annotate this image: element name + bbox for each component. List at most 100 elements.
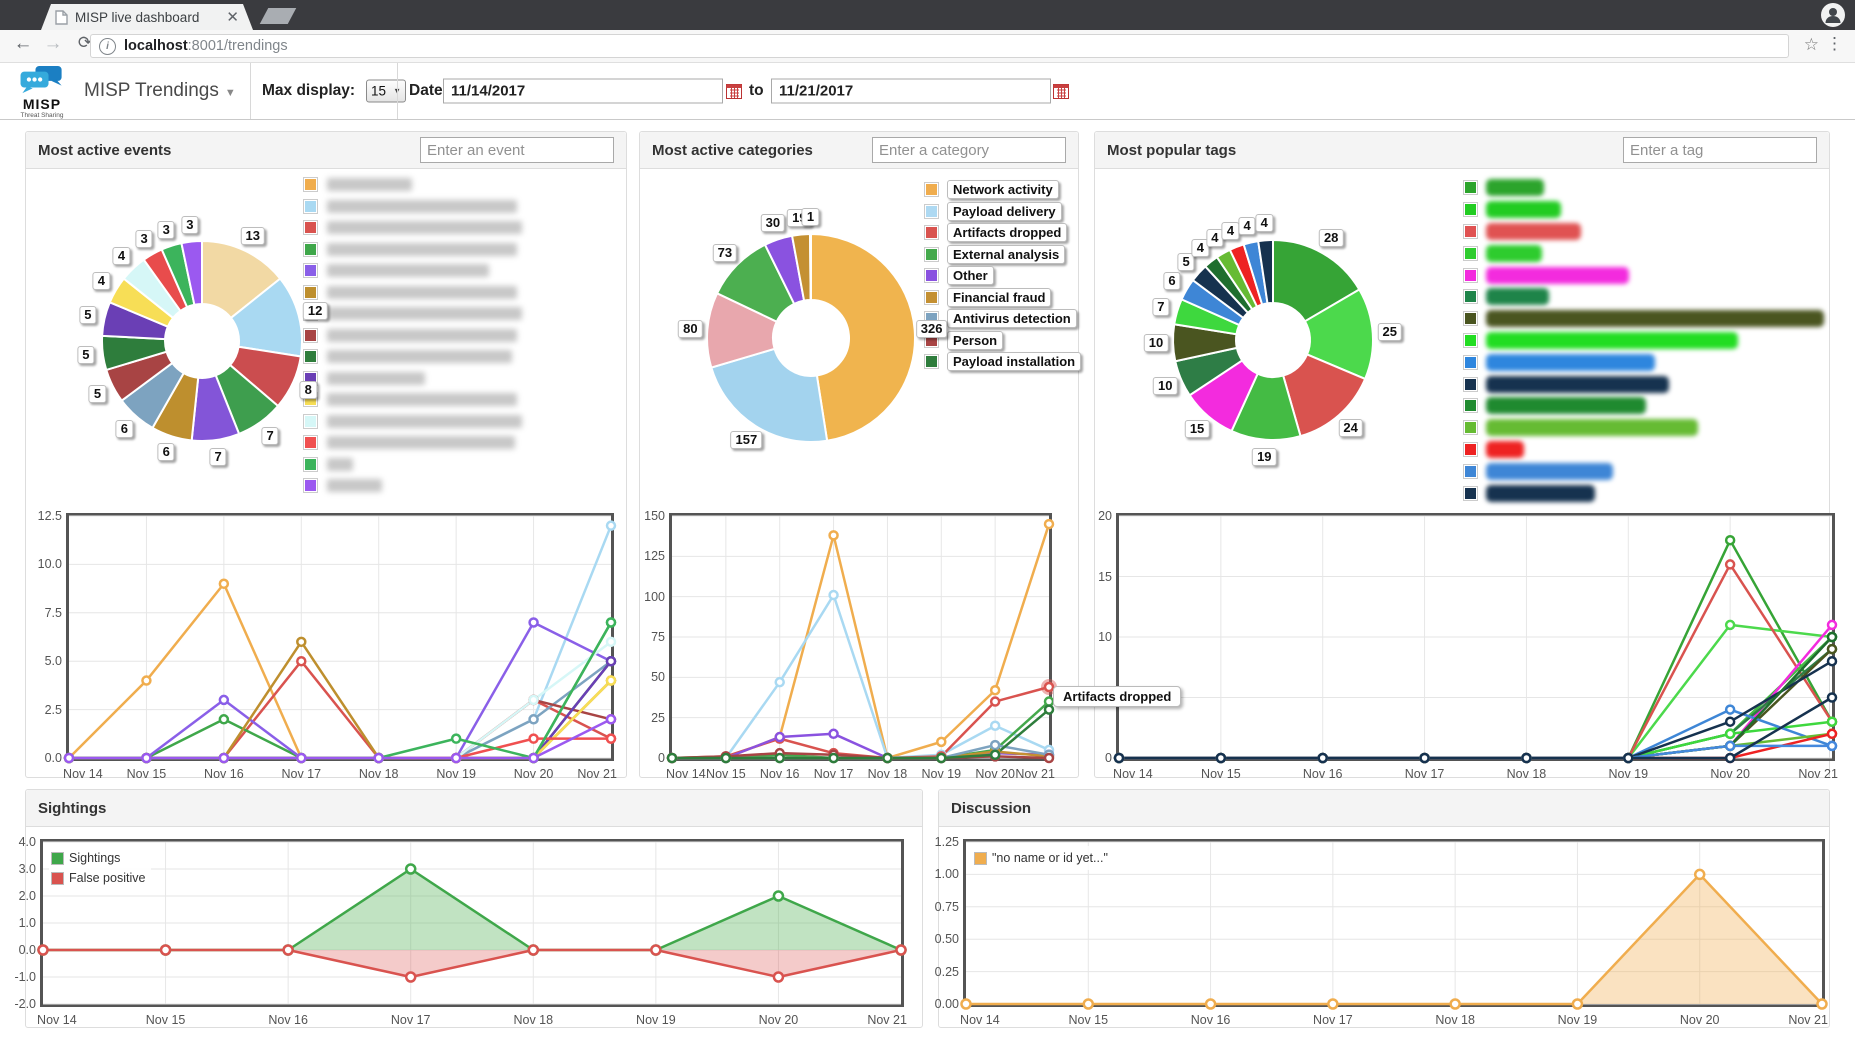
legend-swatch-color (926, 205, 937, 217)
series-line (68, 582, 612, 760)
data-point (989, 739, 1001, 751)
data-point (1826, 740, 1838, 752)
tag-filter-input[interactable] (1623, 137, 1817, 163)
categories_chart-svg (666, 515, 1057, 764)
y-axis-tick-label: 0 (658, 751, 665, 765)
legend-swatch-color (305, 394, 316, 406)
back-icon[interactable]: ← (13, 33, 33, 54)
legend-swatch (1463, 398, 1478, 414)
date-to-input[interactable] (771, 78, 1051, 104)
category-filter-input[interactable] (872, 137, 1066, 163)
calendar-icon[interactable] (726, 83, 742, 99)
browser-menu-icon[interactable]: ⋮ (1826, 34, 1843, 53)
pie-slice-label: 4 (1206, 229, 1224, 248)
panel-header: Sightings (26, 790, 922, 827)
x-axis-tick-label: Nov 17 (1313, 1013, 1353, 1027)
event-filter-input[interactable] (420, 137, 614, 163)
legend-swatch-color (305, 243, 316, 255)
legend-item: Other (924, 265, 1081, 287)
person-icon (1825, 8, 1841, 23)
panel-title: Sightings (38, 799, 107, 817)
redacted-text (327, 285, 517, 299)
donut-slice[interactable] (710, 347, 829, 443)
series-line (672, 708, 1050, 760)
legend-swatch (303, 220, 318, 236)
legend-item (303, 239, 522, 261)
data-point (720, 752, 732, 764)
pie-slice-label: 4 (1255, 214, 1273, 233)
series-line (1119, 563, 1834, 760)
legend-item: Person (924, 330, 1081, 352)
bookmark-star-icon[interactable]: ☆ (1803, 35, 1819, 54)
data-point (450, 752, 462, 764)
legend-swatch (924, 246, 939, 262)
donut-slice[interactable] (809, 232, 812, 302)
forward-icon[interactable]: → (43, 33, 63, 54)
redacted-tag-pill (1486, 484, 1595, 502)
calendar-icon[interactable] (1053, 83, 1069, 99)
x-axis-tick-label: Nov 19 (1608, 767, 1649, 781)
data-point (605, 636, 617, 648)
browser-tab[interactable]: MISP live dashboard ✕ (41, 4, 253, 30)
series-line (1119, 720, 1833, 760)
pie-slice-label: 4 (112, 247, 131, 266)
legend-item (1463, 439, 1824, 461)
legend-item (1463, 221, 1824, 243)
new-tab-button[interactable] (259, 8, 297, 24)
redacted-tag-pill (1486, 375, 1669, 393)
legend-swatch-color (1465, 291, 1476, 303)
data-point (1317, 752, 1328, 764)
redacted-text (327, 393, 517, 407)
legend-swatch (303, 241, 318, 257)
refresh-icon[interactable]: ⟳ (77, 33, 93, 52)
legend-swatch-color (1465, 269, 1476, 281)
data-point (159, 944, 172, 956)
pie-slice-label: 6 (1163, 271, 1181, 290)
data-point (1043, 681, 1055, 693)
date-to-word: to (749, 82, 764, 99)
data-point (1082, 998, 1095, 1010)
pie-slice-label: 6 (115, 419, 134, 438)
date-from-input[interactable] (443, 78, 723, 104)
info-icon[interactable]: i (99, 37, 116, 55)
close-tab-icon[interactable]: ✕ (226, 8, 239, 26)
max-display-select[interactable]: 15 ▼ (366, 79, 406, 103)
data-point (1724, 752, 1736, 764)
y-axis-tick-label: 25 (651, 710, 665, 725)
redacted-tag-pill (1486, 331, 1738, 349)
legend-swatch (924, 354, 939, 370)
profile-icon[interactable] (1821, 3, 1845, 27)
legend-swatch-color (926, 248, 937, 260)
donut-slice[interactable] (180, 239, 203, 306)
x-axis-tick-label: Nov 21 (1798, 767, 1838, 781)
redacted-text (327, 242, 517, 256)
chart-legend: "no name or id yet..." (972, 846, 1114, 870)
legend-swatch (303, 456, 318, 472)
legend-item (303, 454, 522, 476)
legend-item: Network activity (924, 179, 1081, 201)
donut-slice[interactable] (1303, 288, 1374, 381)
legend-swatch (1463, 376, 1478, 392)
events-donut-chart (99, 238, 305, 449)
pie-slice-label: 30 (760, 214, 786, 233)
donut-slice[interactable] (810, 232, 916, 442)
data-point (774, 676, 785, 688)
tab-title: MISP live dashboard (75, 9, 200, 25)
data-point (528, 752, 539, 764)
panel-title: Most active categories (652, 141, 813, 159)
data-point (989, 720, 1001, 731)
misp-logo[interactable]: MISP Threat Sharing (12, 66, 72, 119)
nav-brand-misp-trendings[interactable]: MISP Trendings ▼ (84, 80, 236, 101)
y-axis-tick-label: 12.5 (37, 509, 62, 523)
pie-slice-label: 3 (181, 215, 199, 234)
data-point (1043, 704, 1055, 715)
data-point (1571, 998, 1584, 1010)
y-axis-tick-label: 0.75 (934, 899, 959, 914)
url-bar[interactable]: i localhost:8001/trendings (90, 34, 1789, 58)
donut-slice[interactable] (1257, 238, 1274, 305)
legend-swatch (1463, 332, 1478, 348)
redacted-text (327, 307, 522, 321)
legend-swatch (1463, 223, 1478, 239)
data-point (373, 752, 384, 764)
